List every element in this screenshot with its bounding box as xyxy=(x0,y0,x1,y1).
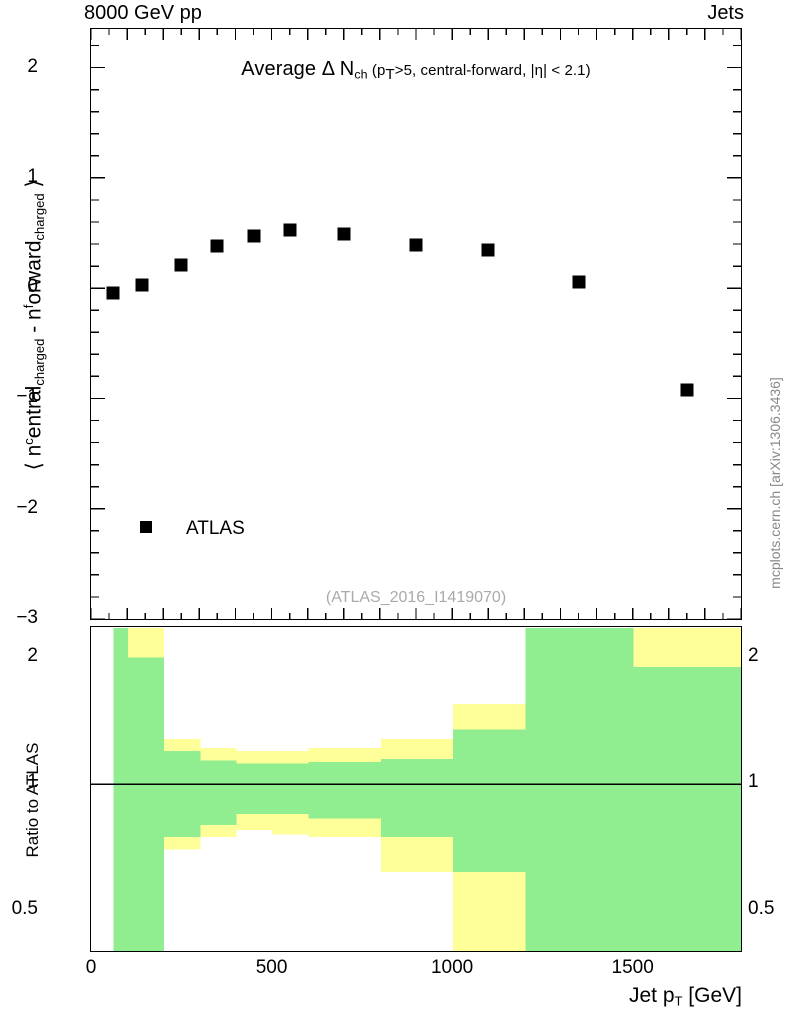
y-tick-label: −3 xyxy=(16,607,38,628)
data-point xyxy=(210,239,224,253)
ratio-band-inner xyxy=(236,763,273,815)
main-plot-panel xyxy=(90,28,742,620)
data-point xyxy=(283,223,297,237)
x-tick-label: 0 xyxy=(85,957,97,978)
ratio-y-tick-label-left: 2 xyxy=(27,644,38,666)
plot-title: Average Δ Nch (pT>5, central-forward, |η… xyxy=(90,58,742,83)
ylabel-sub2: charged xyxy=(31,193,47,241)
ylabel-minus: - n xyxy=(22,308,46,339)
ratio-band-inner xyxy=(113,628,129,951)
ratio-band-inner xyxy=(633,666,741,951)
analysis-id-watermark: (ATLAS_2016_I1419070) xyxy=(325,589,507,606)
ratio-y-tick-label-right: 2 xyxy=(748,644,759,666)
ratio-y-tick-label-left: 0.5 xyxy=(11,898,38,920)
ratio-y-tick-label-left: 1 xyxy=(27,771,38,793)
x-tick-label: 500 xyxy=(255,957,288,978)
ratio-band-inner xyxy=(128,657,165,951)
x-tick-label: 1500 xyxy=(611,957,654,978)
xlabel-sub: T xyxy=(674,993,683,1009)
data-point xyxy=(135,278,149,292)
plot-title-paren-open: (p xyxy=(367,62,386,79)
legend-label-atlas: ATLAS xyxy=(186,518,245,539)
y-axis-label: ⟨ ncentralcharged - nforwardcharged ⟩ xyxy=(21,5,47,645)
data-point xyxy=(337,227,351,241)
ratio-band-inner xyxy=(525,628,634,951)
plot-title-paren-sub: T xyxy=(385,66,395,84)
data-point xyxy=(106,286,120,300)
ylabel-sub1: charged xyxy=(31,338,47,386)
plot-title-main-sub: ch xyxy=(354,67,368,82)
xlabel-unit: [GeV] xyxy=(682,984,742,1007)
ratio-band-inner xyxy=(308,761,381,819)
y-tick-label: −2 xyxy=(16,496,38,518)
ylabel-sup-f: f xyxy=(21,304,37,309)
data-point xyxy=(481,243,495,257)
analysis-category-label: Jets xyxy=(707,2,744,24)
ratio-band-inner xyxy=(380,758,454,837)
ylabel-open: ⟨ n xyxy=(22,444,46,471)
x-tick-label: 1000 xyxy=(430,957,474,978)
ratio-band-inner xyxy=(272,763,309,815)
ratio-band-inner xyxy=(453,729,526,872)
data-point xyxy=(572,275,585,289)
x-axis-label: Jet pT [GeV] xyxy=(400,984,742,1009)
legend-marker-atlas xyxy=(140,521,152,533)
ratio-y-tick-label-right: 1 xyxy=(748,771,759,793)
data-point xyxy=(409,238,423,252)
ratio-band-chart xyxy=(91,628,741,951)
y-tick-label: 2 xyxy=(27,55,38,77)
y-tick-label: 0 xyxy=(27,276,38,298)
plot-title-main: Average Δ N xyxy=(241,58,355,80)
ratio-band-inner xyxy=(200,760,237,826)
ratio-y-axis-label: Ratio to ATLAS xyxy=(23,742,42,858)
source-watermark: mcplots.cern.ch [arXiv:1306.3436] xyxy=(767,377,783,589)
legend: ATLAS xyxy=(140,518,245,540)
data-point xyxy=(680,383,694,397)
data-point xyxy=(174,258,188,272)
beam-energy-label: 8000 GeV pp xyxy=(84,2,202,24)
ylabel-sup-c: c xyxy=(21,438,37,445)
xlabel-text: Jet p xyxy=(628,984,675,1007)
y-tick-label: 1 xyxy=(27,165,38,187)
ratio-y-tick-label-right: 0.5 xyxy=(748,898,775,920)
y-tick-label: −1 xyxy=(16,386,38,408)
data-point xyxy=(247,229,260,243)
ratio-band-inner xyxy=(164,750,201,837)
plot-title-paren-rest: >5, central-forward, |η| < 2.1) xyxy=(394,62,591,79)
ratio-plot-panel xyxy=(90,626,742,952)
